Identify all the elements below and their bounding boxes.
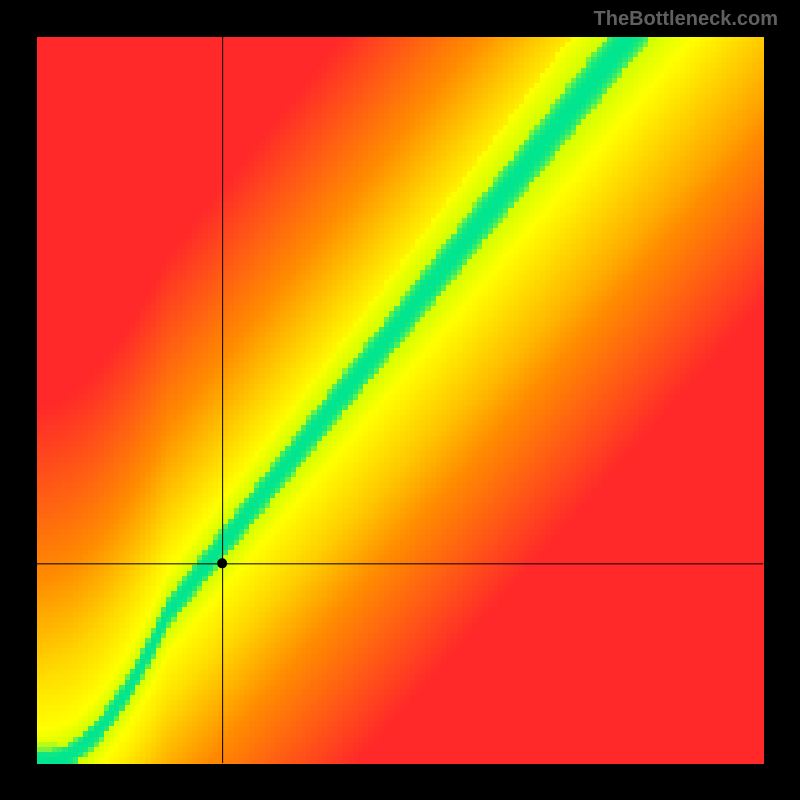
heatmap-canvas	[0, 0, 800, 800]
chart-container: TheBottleneck.com	[0, 0, 800, 800]
watermark-text: TheBottleneck.com	[594, 8, 778, 31]
